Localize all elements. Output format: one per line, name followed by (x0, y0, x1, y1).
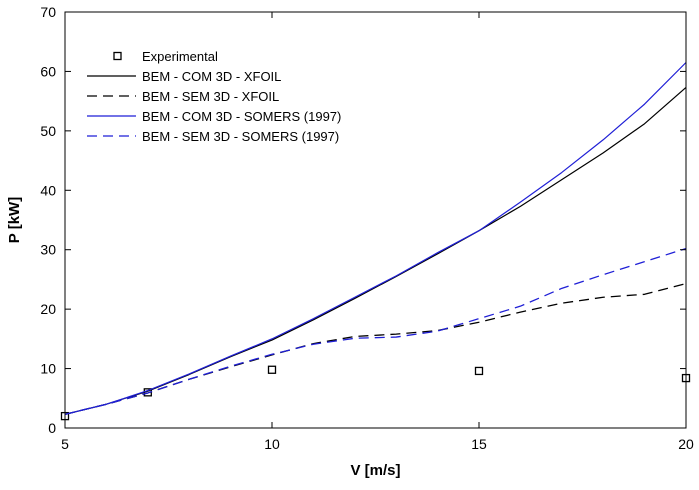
y-axis-label: P [kW] (6, 197, 23, 243)
y-tick-label: 50 (40, 123, 56, 139)
axes-layer: 5 10 15 20 0 10 20 30 40 50 60 70 V [m/s] P [kW] (6, 4, 694, 479)
x-axis-label: V [m/s] (350, 462, 400, 479)
legend-label-0: Experimental (142, 49, 218, 64)
series-line-4 (64, 247, 687, 415)
legend-label-1: BEM - COM 3D - XFOIL (142, 69, 281, 84)
x-tick-label: 10 (264, 436, 280, 452)
x-tick-label: 20 (678, 436, 694, 452)
data-point-experimental (267, 365, 277, 374)
y-tick-label: 20 (40, 301, 56, 317)
legend-label-2: BEM - SEM 3D - XFOIL (142, 89, 279, 104)
series-line-3 (64, 62, 687, 415)
plot-frame (64, 11, 687, 429)
legend: Experimental BEM - COM 3D - XFOIL BEM - SE… (87, 49, 341, 144)
legend-label-4: BEM - SEM 3D - SOMERS (1997) (142, 129, 339, 144)
y-tick-label: 60 (40, 63, 56, 79)
data-point-experimental (474, 366, 484, 376)
legend-marker-0 (113, 51, 122, 61)
y-tick-label: 30 (40, 242, 56, 258)
y-tick-label: 40 (40, 182, 56, 198)
series-line-2 (64, 282, 687, 415)
y-tick-label: 0 (48, 420, 56, 436)
x-tick-label: 15 (471, 436, 487, 452)
legend-label-3: BEM - COM 3D - SOMERS (1997) (142, 109, 341, 124)
y-tick-label: 10 (40, 361, 56, 377)
x-tick-label: 5 (61, 436, 69, 452)
y-tick-label: 70 (40, 4, 56, 20)
series-layer (60, 62, 691, 421)
